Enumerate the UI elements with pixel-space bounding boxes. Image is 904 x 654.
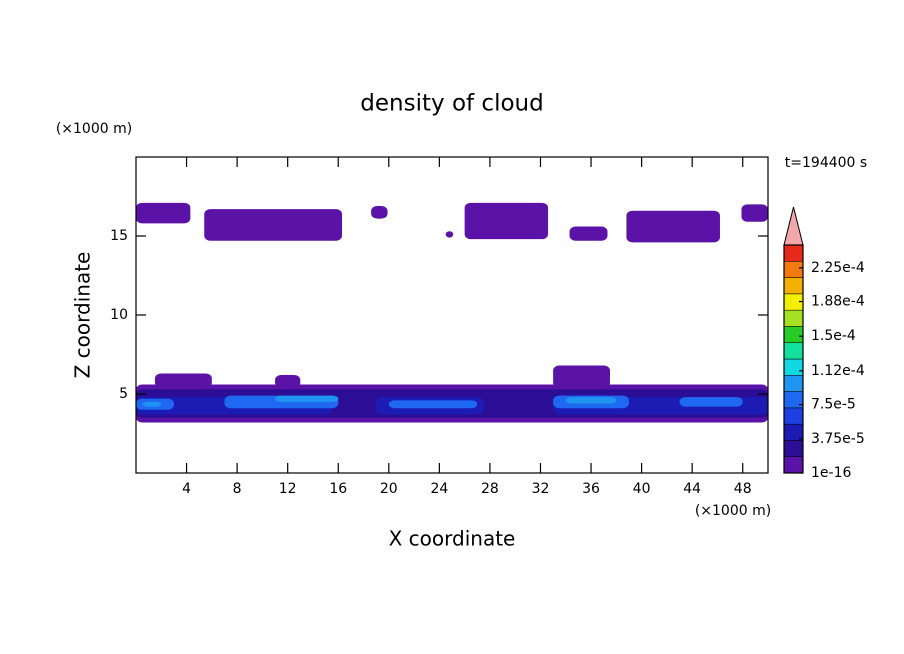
x-unit: (×1000 m) xyxy=(695,503,771,519)
contour-patch xyxy=(626,210,720,243)
colorbar-band xyxy=(783,456,804,474)
colorbar-band xyxy=(783,358,804,376)
colorbar-frame xyxy=(783,244,804,474)
y-tick-label: 5 xyxy=(119,386,128,402)
contour-patch xyxy=(154,373,212,388)
colorbar-band xyxy=(783,342,804,360)
contour-patch xyxy=(204,209,343,241)
colorbar-tick-label: 3.75e-5 xyxy=(811,431,865,447)
contour-patch xyxy=(136,202,191,224)
contour-patch xyxy=(553,365,610,388)
colorbar-tick-label: 1e-16 xyxy=(811,465,851,481)
plot-frame xyxy=(135,156,769,474)
x-axis-label: X coordinate xyxy=(389,527,516,551)
colorbar-tick-label: 1.12e-4 xyxy=(811,363,865,379)
x-tick-label: 4 xyxy=(182,481,191,497)
colorbar-tick-label: 1.5e-4 xyxy=(811,328,856,344)
colorbar-tick-label: 2.25e-4 xyxy=(811,260,865,276)
contour-patch xyxy=(464,202,549,240)
contour-patch xyxy=(565,397,617,404)
colorbar-tick-label: 1.88e-4 xyxy=(811,294,865,310)
x-tick-label: 24 xyxy=(430,481,448,497)
colorbar-tick-label: 7.5e-5 xyxy=(811,397,856,413)
colorbar-band xyxy=(783,326,804,343)
contour-patch xyxy=(275,395,339,402)
colorbar-band xyxy=(783,244,804,262)
colorbar-band xyxy=(783,423,804,441)
colorbar-band xyxy=(783,277,804,295)
chart-title: density of cloud xyxy=(360,91,543,117)
x-tick-label: 40 xyxy=(633,481,651,497)
x-tick-label: 20 xyxy=(380,481,398,497)
x-tick-label: 44 xyxy=(683,481,701,497)
x-tick-label: 8 xyxy=(233,481,242,497)
contour-patch xyxy=(445,231,454,238)
colorbar-band xyxy=(783,261,804,278)
contour-patch xyxy=(371,205,388,219)
colorbar-band xyxy=(783,375,804,392)
colorbar-band xyxy=(783,407,804,425)
x-tick-label: 28 xyxy=(481,481,499,497)
x-tick-label: 48 xyxy=(734,481,752,497)
colorbar-band xyxy=(783,391,804,409)
contour-patch xyxy=(569,226,608,241)
y-unit: (×1000 m) xyxy=(56,121,132,137)
x-tick-label: 16 xyxy=(329,481,347,497)
contour-patch xyxy=(741,204,768,222)
x-tick-label: 12 xyxy=(279,481,297,497)
y-tick-label: 15 xyxy=(110,228,128,244)
x-tick-label: 36 xyxy=(582,481,600,497)
contour-patch xyxy=(142,401,162,407)
contour-patch xyxy=(275,375,301,388)
x-tick-label: 32 xyxy=(532,481,550,497)
colorbar-band xyxy=(783,309,804,327)
y-tick-label: 10 xyxy=(110,307,128,323)
time-label: t=194400 s xyxy=(785,155,867,171)
y-axis-label: Z coordinate xyxy=(71,252,95,379)
colorbar-extension xyxy=(783,206,804,246)
contour-patch xyxy=(679,397,743,407)
contour-patch xyxy=(388,400,478,409)
colorbar-band xyxy=(783,440,804,457)
